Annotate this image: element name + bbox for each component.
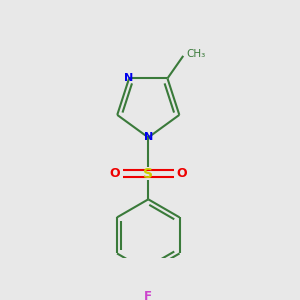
Text: F: F <box>144 290 152 300</box>
Text: N: N <box>124 74 134 83</box>
Text: S: S <box>143 167 153 181</box>
Text: O: O <box>176 167 187 180</box>
Text: N: N <box>144 133 153 142</box>
Text: O: O <box>110 167 120 180</box>
Text: CH₃: CH₃ <box>187 49 206 59</box>
